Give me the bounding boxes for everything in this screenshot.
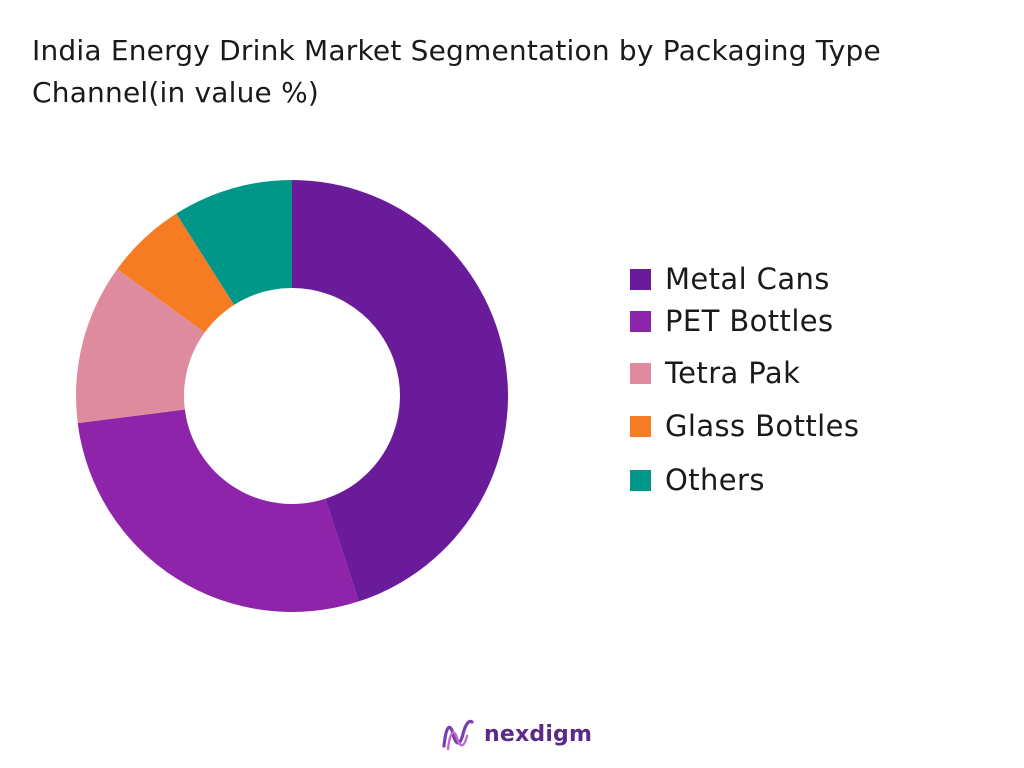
legend-label: Metal Cans: [665, 262, 830, 296]
chart-title-line-2: Channel(in value %): [32, 76, 320, 109]
donut-slice-metal-cans: [292, 180, 509, 602]
nexdigm-logo-icon: [442, 719, 474, 751]
brand-footer: nexdigm: [440, 716, 592, 752]
legend-label: Glass Bottles: [665, 409, 860, 443]
legend-swatch: [630, 415, 651, 437]
legend-swatch: [630, 310, 651, 332]
legend-label: Others: [665, 463, 765, 497]
legend-item-others: Others: [630, 463, 765, 497]
donut-chart: [75, 180, 509, 612]
legend-swatch: [630, 362, 651, 384]
chart-title-line-1: India Energy Drink Market Segmentation b…: [32, 34, 881, 67]
legend-item-tetra-pak: Tetra Pak: [630, 356, 800, 390]
legend-label: Tetra Pak: [665, 356, 801, 390]
legend-item-metal-cans: Metal Cans: [630, 262, 830, 296]
donut-slice-pet-bottles: [77, 409, 359, 612]
chart-title: India Energy Drink Market Segmentation b…: [32, 30, 992, 114]
legend-label: PET Bottles: [665, 304, 834, 338]
donut-slice-glass-bottles: [117, 213, 235, 333]
legend-item-pet-bottles: PET Bottles: [630, 304, 834, 338]
legend-item-glass-bottles: Glass Bottles: [630, 409, 859, 443]
legend-swatch: [630, 469, 651, 491]
brand-name: nexdigm: [484, 721, 593, 747]
donut-slice-tetra-pak: [75, 269, 205, 424]
donut-slice-others: [176, 180, 292, 305]
legend-swatch: [630, 268, 651, 290]
